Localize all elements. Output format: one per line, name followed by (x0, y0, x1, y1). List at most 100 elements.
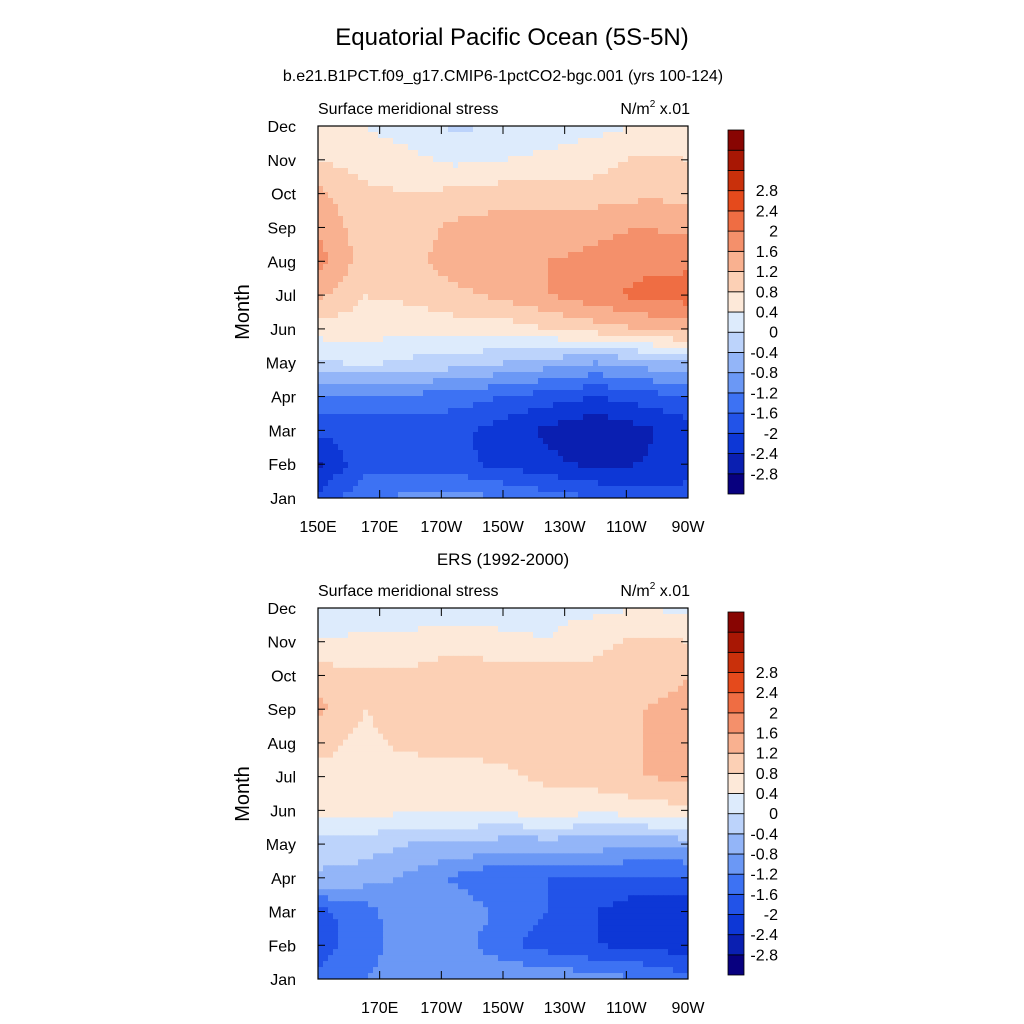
contour-cell (343, 426, 349, 433)
contour-cell (633, 348, 639, 355)
contour-cell (458, 126, 464, 133)
contour-cell (493, 318, 499, 325)
contour-cell (533, 288, 539, 295)
contour-cell (343, 204, 349, 211)
contour-cell (358, 480, 364, 487)
contour-cell (613, 432, 619, 439)
contour-cell (498, 366, 504, 373)
contour-cell (538, 294, 544, 301)
contour-cell (668, 420, 674, 427)
contour-cell (378, 312, 384, 319)
contour-cell (643, 360, 649, 367)
contour-cell (683, 288, 688, 295)
contour-cell (563, 462, 569, 469)
contour-cell (538, 144, 544, 151)
contour-cell (428, 318, 434, 325)
contour-cell (543, 240, 549, 247)
contour-cell (358, 613, 364, 621)
contour-cell (618, 234, 624, 241)
contour-cell (543, 168, 549, 175)
contour-cell (453, 288, 459, 295)
contour-cell (653, 240, 659, 247)
contour-cell (383, 174, 389, 181)
contour-cell (483, 456, 489, 463)
contour-cell (353, 162, 359, 169)
contour-cell (663, 138, 669, 145)
contour-cell (458, 420, 464, 427)
contour-cell (373, 408, 379, 415)
contour-cell (538, 228, 544, 235)
contour-cell (358, 402, 364, 409)
contour-cell (443, 300, 449, 307)
contour-cell (508, 180, 514, 187)
contour-cell (658, 324, 664, 331)
contour-cell (663, 174, 669, 181)
contour-cell (478, 408, 484, 415)
contour-cell (323, 228, 329, 235)
contour-cell (508, 420, 514, 427)
contour-cell (508, 480, 514, 487)
contour-cell (618, 156, 624, 163)
contour-cell (443, 174, 449, 181)
contour-cell (318, 138, 324, 145)
contour-cell (613, 456, 619, 463)
contour-cell (333, 336, 339, 343)
contour-cell (668, 204, 674, 211)
contour-cell (463, 372, 469, 379)
contour-cell (598, 366, 604, 373)
contour-cell (318, 631, 324, 639)
contour-cell (353, 608, 359, 615)
contour-cell (588, 162, 594, 169)
contour-cell (563, 318, 569, 325)
contour-cell (418, 420, 424, 427)
contour-cell (513, 312, 519, 319)
contour-cell (348, 378, 354, 385)
contour-cell (548, 294, 554, 301)
contour-cell (683, 300, 688, 307)
contour-cell (568, 222, 574, 229)
contour-cell (488, 420, 494, 427)
contour-cell (343, 180, 349, 187)
contour-cell (353, 306, 359, 313)
contour-cell (563, 426, 569, 433)
contour-cell (368, 210, 374, 217)
contour-cell (618, 354, 624, 361)
contour-cell (653, 462, 659, 469)
contour-cell (493, 420, 499, 427)
contour-cell (398, 402, 404, 409)
contour-cell (338, 324, 344, 331)
contour-cell (463, 264, 469, 271)
contour-cell (653, 264, 659, 271)
contour-cell (628, 468, 634, 475)
contour-cell (453, 348, 459, 355)
contour-cell (633, 144, 639, 151)
contour-cell (338, 348, 344, 355)
contour-cell (448, 174, 454, 181)
contour-cell (353, 396, 359, 403)
contour-cell (383, 354, 389, 361)
contour-cell (468, 306, 474, 313)
contour-cell (513, 468, 519, 475)
contour-cell (403, 282, 409, 289)
contour-cell (568, 180, 574, 187)
contour-cell (338, 180, 344, 187)
contour-cell (563, 390, 569, 397)
contour-cell (458, 162, 464, 169)
contour-cell (643, 480, 649, 487)
contour-cell (423, 186, 429, 193)
contour-cell (378, 204, 384, 211)
contour-cell (398, 438, 404, 445)
contour-cell (513, 222, 519, 229)
contour-cell (468, 450, 474, 457)
contour-cell (483, 216, 489, 223)
contour-cell (343, 324, 349, 331)
contour-cell (388, 408, 394, 415)
contour-cell (593, 492, 599, 498)
contour-cell (543, 246, 549, 253)
contour-cell (363, 330, 369, 337)
contour-cell (648, 366, 654, 373)
contour-cell (583, 300, 589, 307)
contour-cell (668, 180, 674, 187)
contour-cell (488, 132, 494, 139)
contour-cell (473, 156, 479, 163)
